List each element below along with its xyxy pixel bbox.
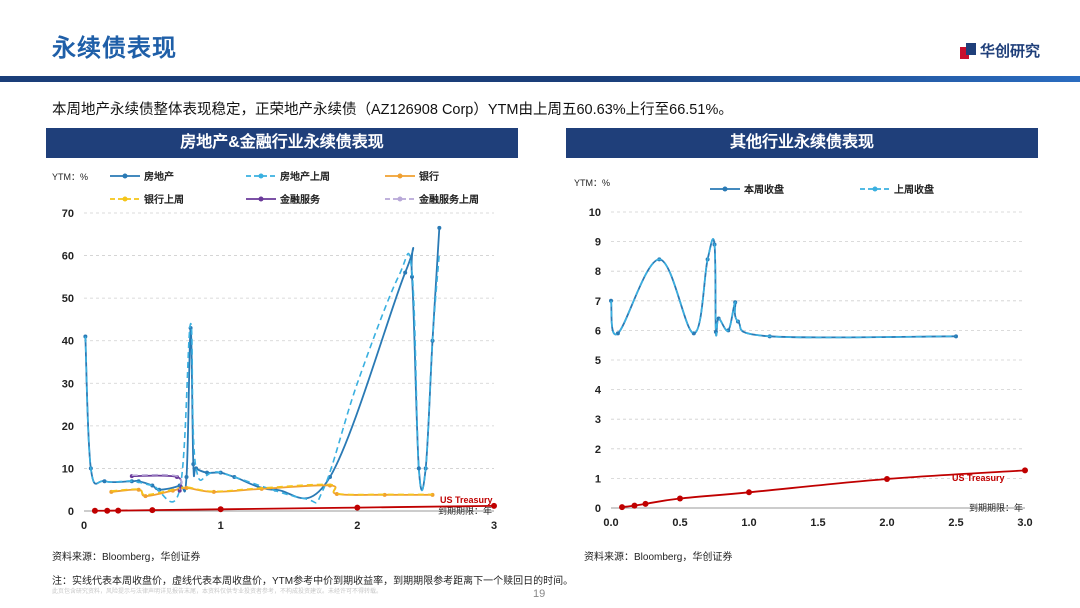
y-tick-label: 5 [595, 355, 601, 367]
series-line [84, 252, 441, 504]
y-tick-label: 70 [62, 208, 74, 220]
legend-label: 房地产 [144, 170, 174, 183]
y-axis-label: YTM：% [52, 172, 88, 182]
annotation-label: US Treasury [440, 495, 493, 505]
legend-marker [122, 173, 128, 179]
left-panel-title: 房地产&金融行业永续债表现 [46, 128, 518, 158]
data-point [615, 331, 620, 336]
page-number: 19 [533, 588, 546, 600]
y-tick-label: 50 [62, 293, 74, 305]
legend-marker [258, 173, 264, 179]
data-point [143, 494, 148, 499]
source-left: 资料来源：Bloomberg，华创证券 [52, 552, 201, 563]
data-point [416, 466, 421, 471]
data-point [631, 502, 638, 509]
series-line [610, 238, 957, 339]
annotation-label: US Treasury [952, 473, 1005, 483]
data-point [491, 502, 497, 509]
source-right: 资料来源：Bloomberg，华创证券 [584, 552, 733, 563]
data-point [954, 334, 958, 339]
y-tick-label: 10 [589, 207, 601, 219]
brand-logo: 华创研究 [959, 40, 1040, 61]
data-point [619, 504, 626, 511]
legend-label: 本周收盘 [744, 183, 784, 196]
y-tick-label: 10 [62, 463, 74, 475]
x-tick-label: 0.5 [672, 517, 687, 529]
legend-label: 金融服务 [279, 193, 321, 206]
y-tick-label: 7 [595, 296, 601, 308]
y-axis-label: YTM：% [574, 178, 610, 188]
disclaimer: 此页包含研究资料，风险提示与法律声明详见报告末尾，本资料仅供专业投资者参考，不构… [52, 589, 383, 595]
x-tick-label: 3 [491, 520, 497, 532]
data-point [191, 462, 196, 467]
data-point [149, 507, 156, 514]
series-line [111, 483, 433, 496]
page-title: 永续债表现 [52, 35, 177, 62]
y-tick-label: 60 [62, 251, 74, 263]
x-tick-label: 2 [354, 520, 360, 532]
data-point [115, 507, 122, 514]
x-axis-label: 到期期限：年 [438, 505, 492, 516]
data-point [184, 474, 189, 479]
legend-marker [397, 173, 403, 179]
footnote: 注：实线代表本周收盘价，虚线代表本周收盘价，YTM参考中价到期收益率，到期期限参… [52, 576, 574, 587]
legend-label: 银行 [419, 170, 439, 183]
y-tick-label: 0 [68, 506, 74, 518]
y-tick-label: 8 [595, 266, 601, 278]
x-tick-label: 1.0 [741, 517, 756, 529]
data-point [437, 225, 442, 230]
legend-marker [872, 186, 878, 192]
y-tick-label: 6 [595, 325, 601, 337]
legend-marker [722, 186, 728, 192]
data-point [150, 483, 155, 488]
legend-label: 上周收盘 [894, 183, 934, 196]
data-point [677, 495, 683, 502]
series-line [610, 238, 957, 339]
legend-marker [258, 196, 264, 202]
y-tick-label: 30 [62, 378, 74, 390]
header-divider [0, 76, 1080, 82]
data-point [91, 507, 98, 514]
data-point [1022, 467, 1028, 474]
x-tick-label: 1 [218, 520, 224, 532]
x-tick-label: 2.5 [948, 517, 963, 529]
data-point [102, 479, 107, 484]
x-tick-label: 2.0 [879, 517, 894, 529]
data-point [104, 507, 111, 514]
data-point [354, 504, 361, 511]
data-point [334, 491, 339, 496]
x-tick-label: 3.0 [1017, 517, 1032, 529]
data-point [746, 489, 752, 496]
y-tick-label: 20 [62, 421, 74, 433]
data-point [884, 475, 890, 482]
x-tick-label: 0 [81, 520, 87, 532]
y-tick-label: 9 [595, 237, 601, 249]
legend-marker [397, 196, 403, 202]
legend-label: 金融服务上周 [418, 193, 479, 206]
data-point [642, 500, 649, 507]
y-tick-label: 40 [62, 336, 74, 348]
x-tick-label: 0.0 [603, 517, 618, 529]
data-point [136, 487, 141, 492]
logo-text: 华创研究 [979, 43, 1040, 60]
legend-label: 银行上周 [144, 193, 184, 206]
legend-marker [122, 196, 128, 202]
data-point [217, 506, 224, 513]
legend-label: 房地产上周 [280, 170, 330, 183]
y-tick-label: 3 [595, 414, 601, 426]
y-tick-label: 2 [595, 444, 601, 456]
y-tick-label: 0 [595, 503, 601, 515]
x-tick-label: 1.5 [810, 517, 825, 529]
right-panel-title: 其他行业永续债表现 [566, 128, 1038, 158]
series-line [131, 473, 183, 490]
data-point [177, 488, 182, 493]
summary-text: 本周地产永续债整体表现稳定，正荣地产永续债（AZ126908 Corp）YTM由… [52, 102, 733, 118]
y-tick-label: 4 [595, 385, 602, 397]
data-point [403, 270, 408, 275]
y-tick-label: 1 [595, 473, 601, 485]
x-axis-label: 到期期限：年 [969, 502, 1023, 513]
logo-icon [959, 42, 976, 59]
